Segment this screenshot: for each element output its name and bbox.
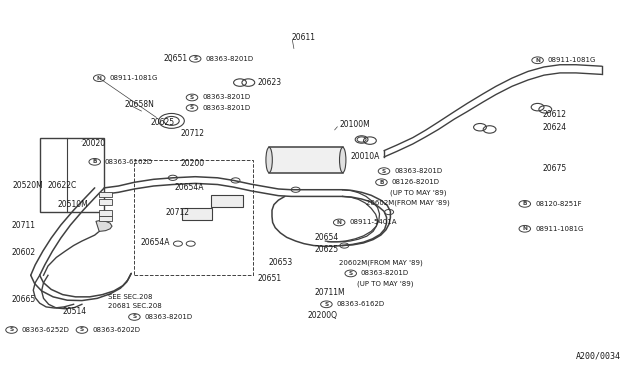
Polygon shape — [96, 220, 112, 231]
Text: 20681 SEC.208: 20681 SEC.208 — [108, 303, 161, 309]
Text: S: S — [190, 105, 194, 110]
Ellipse shape — [266, 147, 273, 173]
Text: 20622C: 20622C — [48, 182, 77, 190]
Text: B: B — [523, 201, 527, 206]
Text: 08363-8201D: 08363-8201D — [202, 94, 250, 100]
Text: 08363-6252D: 08363-6252D — [22, 327, 70, 333]
Text: 20510M: 20510M — [58, 200, 88, 209]
Text: 20711M: 20711M — [315, 288, 346, 297]
Text: 20602: 20602 — [12, 248, 36, 257]
Text: S: S — [193, 56, 197, 61]
Text: 20654A: 20654A — [141, 238, 170, 247]
Text: N: N — [522, 226, 527, 231]
Text: 20651: 20651 — [257, 274, 282, 283]
Text: 08363-6162D: 08363-6162D — [105, 159, 153, 165]
Bar — [269, 147, 343, 173]
Text: 20612: 20612 — [543, 110, 567, 119]
Text: 20611: 20611 — [291, 33, 315, 42]
Text: S: S — [349, 271, 353, 276]
Text: B: B — [380, 180, 383, 185]
Text: 20020: 20020 — [82, 139, 106, 148]
Text: 08363-6162D: 08363-6162D — [337, 301, 385, 307]
Text: N: N — [97, 76, 102, 81]
Bar — [182, 208, 212, 220]
Text: A200/0034: A200/0034 — [576, 351, 621, 360]
Bar — [99, 216, 112, 221]
Bar — [99, 210, 112, 216]
Text: SEE SEC.208: SEE SEC.208 — [108, 294, 152, 300]
Text: B: B — [93, 159, 97, 164]
Text: 08126-8201D: 08126-8201D — [392, 179, 440, 185]
Text: 20653: 20653 — [269, 258, 293, 267]
Text: (UP TO MAY '89): (UP TO MAY '89) — [357, 280, 413, 287]
Text: 20625: 20625 — [315, 245, 339, 254]
Text: 20665: 20665 — [12, 295, 36, 304]
Bar — [134, 160, 253, 275]
Bar — [99, 199, 112, 205]
Text: 20711: 20711 — [12, 221, 35, 230]
Text: 08363-8201D: 08363-8201D — [202, 105, 250, 111]
Text: S: S — [382, 169, 386, 174]
Text: 20654: 20654 — [315, 233, 339, 242]
Text: 08363-8201D: 08363-8201D — [361, 270, 409, 276]
Text: 08911-5401A: 08911-5401A — [349, 219, 397, 225]
Text: 20651: 20651 — [164, 54, 188, 63]
Text: 08363-8201D: 08363-8201D — [205, 56, 253, 62]
Text: 20200Q: 20200Q — [307, 311, 337, 320]
Text: 08363-8201D: 08363-8201D — [394, 168, 442, 174]
Text: 20514: 20514 — [63, 307, 87, 316]
Text: 20010A: 20010A — [351, 152, 380, 161]
Text: 20712: 20712 — [165, 208, 189, 217]
Text: 20602M(FROM MAY '89): 20602M(FROM MAY '89) — [339, 259, 423, 266]
Text: N: N — [535, 58, 540, 63]
Text: 08363-8201D: 08363-8201D — [145, 314, 193, 320]
Text: 08911-1081G: 08911-1081G — [548, 57, 596, 63]
Text: 20625: 20625 — [150, 118, 175, 126]
Text: 08363-6202D: 08363-6202D — [92, 327, 140, 333]
Text: 08120-8251F: 08120-8251F — [535, 201, 582, 207]
Text: S: S — [80, 327, 84, 333]
Text: N: N — [337, 220, 342, 225]
Text: 20200: 20200 — [180, 159, 205, 168]
Text: (UP TO MAY '89): (UP TO MAY '89) — [390, 189, 447, 196]
Text: S: S — [132, 314, 136, 320]
Text: 20675: 20675 — [543, 164, 567, 173]
Text: S: S — [190, 95, 194, 100]
Bar — [99, 192, 112, 197]
Ellipse shape — [339, 147, 346, 173]
Text: 20624: 20624 — [543, 123, 567, 132]
Text: 20520M: 20520M — [13, 182, 44, 190]
Text: 20658N: 20658N — [125, 100, 155, 109]
Text: 20654A: 20654A — [174, 183, 204, 192]
Bar — [211, 195, 243, 207]
Text: 20602M(FROM MAY '89): 20602M(FROM MAY '89) — [366, 199, 450, 206]
Text: 20623: 20623 — [257, 78, 282, 87]
Text: 08911-1081G: 08911-1081G — [109, 75, 158, 81]
Text: 20712: 20712 — [180, 129, 205, 138]
Text: S: S — [324, 302, 328, 307]
Text: S: S — [10, 327, 13, 333]
Text: 08911-1081G: 08911-1081G — [535, 226, 584, 232]
Bar — [40, 138, 104, 212]
Text: 20100M: 20100M — [339, 120, 370, 129]
